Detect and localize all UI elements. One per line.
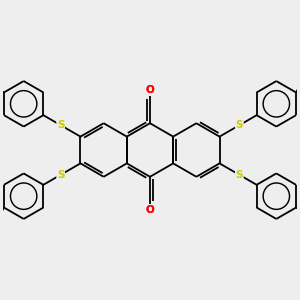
Text: O: O [146,85,154,95]
Text: O: O [146,85,154,95]
Text: S: S [236,120,243,130]
Text: S: S [236,170,243,180]
Text: O: O [146,205,154,215]
Text: S: S [57,170,64,180]
Text: S: S [57,170,64,180]
Text: S: S [57,120,64,130]
Text: O: O [146,205,154,215]
Text: S: S [57,120,64,130]
Text: S: S [236,170,243,180]
Text: S: S [236,120,243,130]
